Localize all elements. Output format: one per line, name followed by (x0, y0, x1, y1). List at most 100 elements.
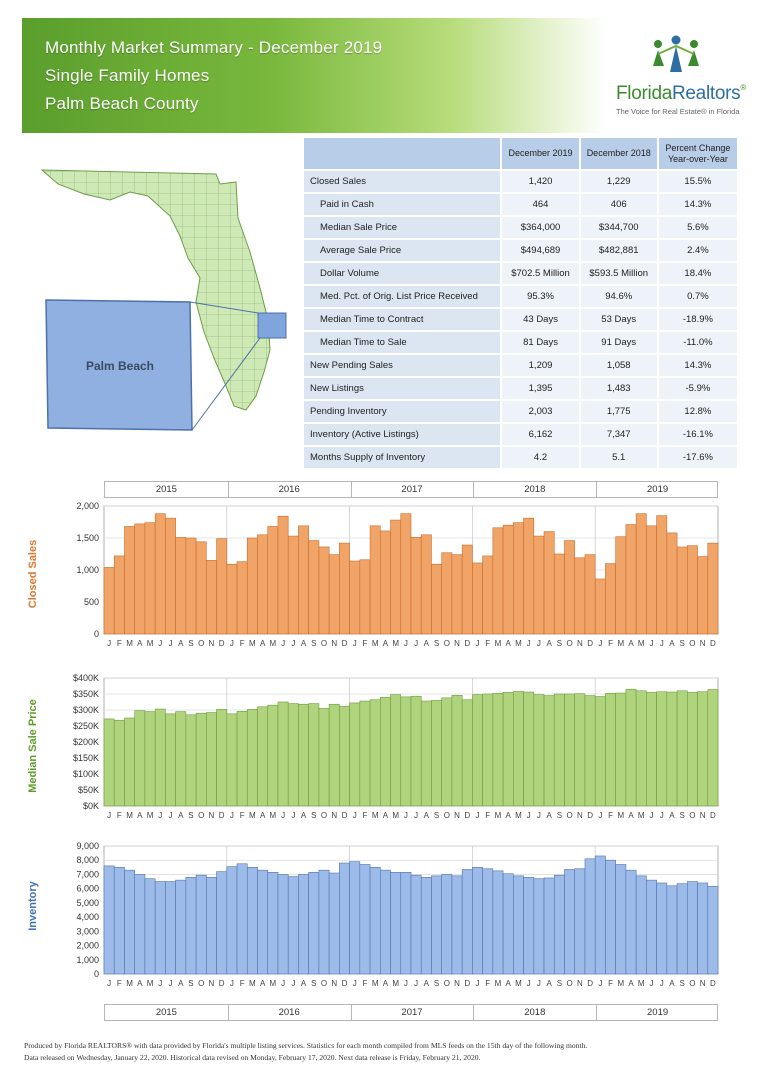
month-label: M (270, 979, 277, 988)
bar (594, 696, 606, 807)
month-label: J (527, 811, 531, 820)
bar (420, 876, 432, 975)
bar (553, 693, 565, 807)
bar (686, 692, 698, 807)
month-label: M (392, 979, 399, 988)
y-tick-label: $50K (78, 785, 99, 795)
bar (400, 696, 412, 807)
bar (390, 519, 402, 635)
month-label: F (240, 811, 245, 820)
summary-table: December 2019 December 2018 Percent Chan… (302, 136, 739, 470)
y-tick-label: 1,000 (76, 565, 99, 575)
value-current: 6,162 (502, 424, 579, 445)
year-divider (227, 482, 229, 497)
bar (328, 872, 340, 975)
year-axis-top: 2015 2016 2017 2018 2019 (104, 481, 718, 498)
month-label: M (147, 639, 154, 648)
bar (472, 694, 483, 807)
bar (441, 697, 453, 807)
logo-wordmark: FloridaRealtors® (616, 83, 746, 104)
month-label: A (546, 639, 552, 648)
month-label: J (169, 811, 173, 820)
bar (625, 524, 637, 635)
month-label: M (392, 811, 399, 820)
month-label: M (515, 811, 522, 820)
month-label: A (260, 811, 266, 820)
month-label: A (506, 639, 512, 648)
month-label: A (669, 811, 675, 820)
month-label: J (537, 811, 541, 820)
month-label: O (321, 811, 327, 820)
bar (564, 540, 576, 635)
bar (441, 552, 453, 635)
y-tick-label: $150K (73, 753, 99, 763)
table-row: New Pending Sales 1,209 1,058 14.3% (304, 355, 737, 376)
bar (676, 883, 688, 975)
month-label: D (587, 639, 593, 648)
month-label: O (198, 811, 204, 820)
bar (165, 713, 176, 807)
month-label: O (567, 979, 573, 988)
bar (246, 709, 258, 807)
bar (420, 700, 432, 807)
value-current: 43 Days (502, 309, 579, 330)
month-label: M (147, 811, 154, 820)
bar (431, 875, 443, 975)
month-label: M (515, 979, 522, 988)
value-current: 2,003 (502, 401, 579, 422)
bar (298, 525, 309, 635)
bar (502, 692, 514, 807)
value-current: 464 (502, 194, 579, 215)
month-label: A (137, 979, 143, 988)
value-prior: 1,775 (580, 401, 657, 422)
bar (574, 557, 586, 635)
bar (277, 515, 289, 635)
month-label: J (404, 979, 408, 988)
bar (379, 869, 391, 975)
month-label: D (342, 811, 348, 820)
bar (625, 869, 637, 975)
month-label: F (240, 639, 245, 648)
month-label: A (628, 639, 634, 648)
month-label: J (476, 979, 480, 988)
y-tick-label: 7,000 (76, 869, 99, 879)
month-label: D (710, 639, 716, 648)
month-label: N (454, 639, 460, 648)
month-label: D (219, 979, 225, 988)
value-current: 1,395 (502, 378, 579, 399)
month-label: F (485, 639, 490, 648)
month-label: S (311, 811, 316, 820)
month-label: S (557, 979, 562, 988)
month-label: O (567, 639, 573, 648)
month-label: J (169, 979, 173, 988)
bar (513, 875, 524, 975)
bar (482, 693, 494, 807)
month-label: A (424, 639, 430, 648)
bar (574, 693, 586, 807)
bar (195, 541, 207, 635)
month-label: M (495, 811, 502, 820)
table-row: New Listings 1,395 1,483 -5.9% (304, 378, 737, 399)
value-change: 2.4% (658, 240, 737, 261)
year-label: 2016 (278, 484, 300, 495)
county-name: Palm Beach County (45, 94, 199, 113)
month-label: N (454, 811, 460, 820)
bar (134, 523, 146, 635)
bar (277, 701, 289, 807)
month-label: N (331, 639, 337, 648)
bar (359, 864, 371, 975)
bar (206, 560, 217, 635)
bar (431, 563, 443, 635)
value-change: -11.0% (658, 332, 737, 353)
bar (175, 879, 187, 975)
y-tick-label: $400K (73, 673, 99, 683)
month-label: A (301, 639, 307, 648)
month-label: O (321, 979, 327, 988)
footer-line-1: Produced by Florida REALTORS® with data … (24, 1041, 588, 1050)
year-label: 2018 (524, 484, 546, 495)
month-label: A (628, 811, 634, 820)
month-label: N (700, 979, 706, 988)
month-label: F (363, 979, 368, 988)
month-label: S (188, 639, 193, 648)
value-prior: 94.6% (580, 286, 657, 307)
